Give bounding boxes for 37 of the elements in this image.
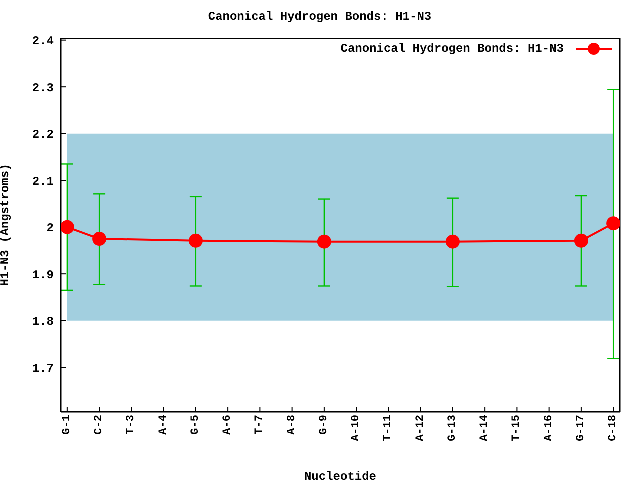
point: [61, 220, 74, 234]
point: [188, 234, 203, 248]
x-tick-label: A-8: [286, 414, 298, 435]
legend-label: Canonical Hydrogen Bonds: H1-N3: [340, 42, 564, 56]
x-axis-title: Nucleotide: [304, 470, 377, 480]
x-tick-label: T-11: [382, 414, 395, 442]
x-tick-label: T-7: [254, 415, 266, 435]
x-tick-label: C-18: [608, 414, 620, 442]
x-tick-label: G-9: [318, 415, 330, 435]
x-tick-label: A-4: [158, 414, 170, 435]
x-tick-label: A-14: [479, 414, 492, 442]
y-axis-title: H1-N3 (Angstroms): [0, 164, 12, 286]
point: [606, 216, 620, 231]
x-tick-label: G-5: [190, 414, 202, 435]
y-tick-label: 1.7: [32, 362, 54, 376]
y-tick-label: 1.9: [32, 268, 54, 282]
point: [574, 234, 588, 248]
y-tick-label: 1.8: [32, 315, 54, 330]
y-tick-label: 2: [46, 222, 54, 236]
x-tick-label: A-10: [350, 415, 363, 442]
y-tick-label: 2.4: [32, 34, 54, 49]
chart-title: Canonical Hydrogen Bonds: H1-N3: [207, 10, 433, 24]
x-tick-label: T-3: [126, 414, 138, 435]
x-tick-label: T-15: [511, 414, 524, 442]
x-tick-label: A-16: [543, 415, 556, 442]
x-tick-label: G-1: [61, 414, 74, 435]
x-tick-label: G-13: [446, 414, 459, 442]
y-tick-label: 2.2: [32, 128, 54, 142]
y-tick-label: 2.3: [32, 81, 54, 96]
y-tick-label: 2.1: [32, 174, 54, 189]
point: [446, 234, 460, 249]
x-tick-label: A-6: [222, 415, 234, 435]
point: [92, 232, 107, 246]
x-tick-label: A-12: [414, 415, 427, 442]
x-tick-label: C-2: [94, 415, 106, 435]
point: [317, 234, 332, 249]
x-tick-label: G-17: [575, 415, 588, 442]
